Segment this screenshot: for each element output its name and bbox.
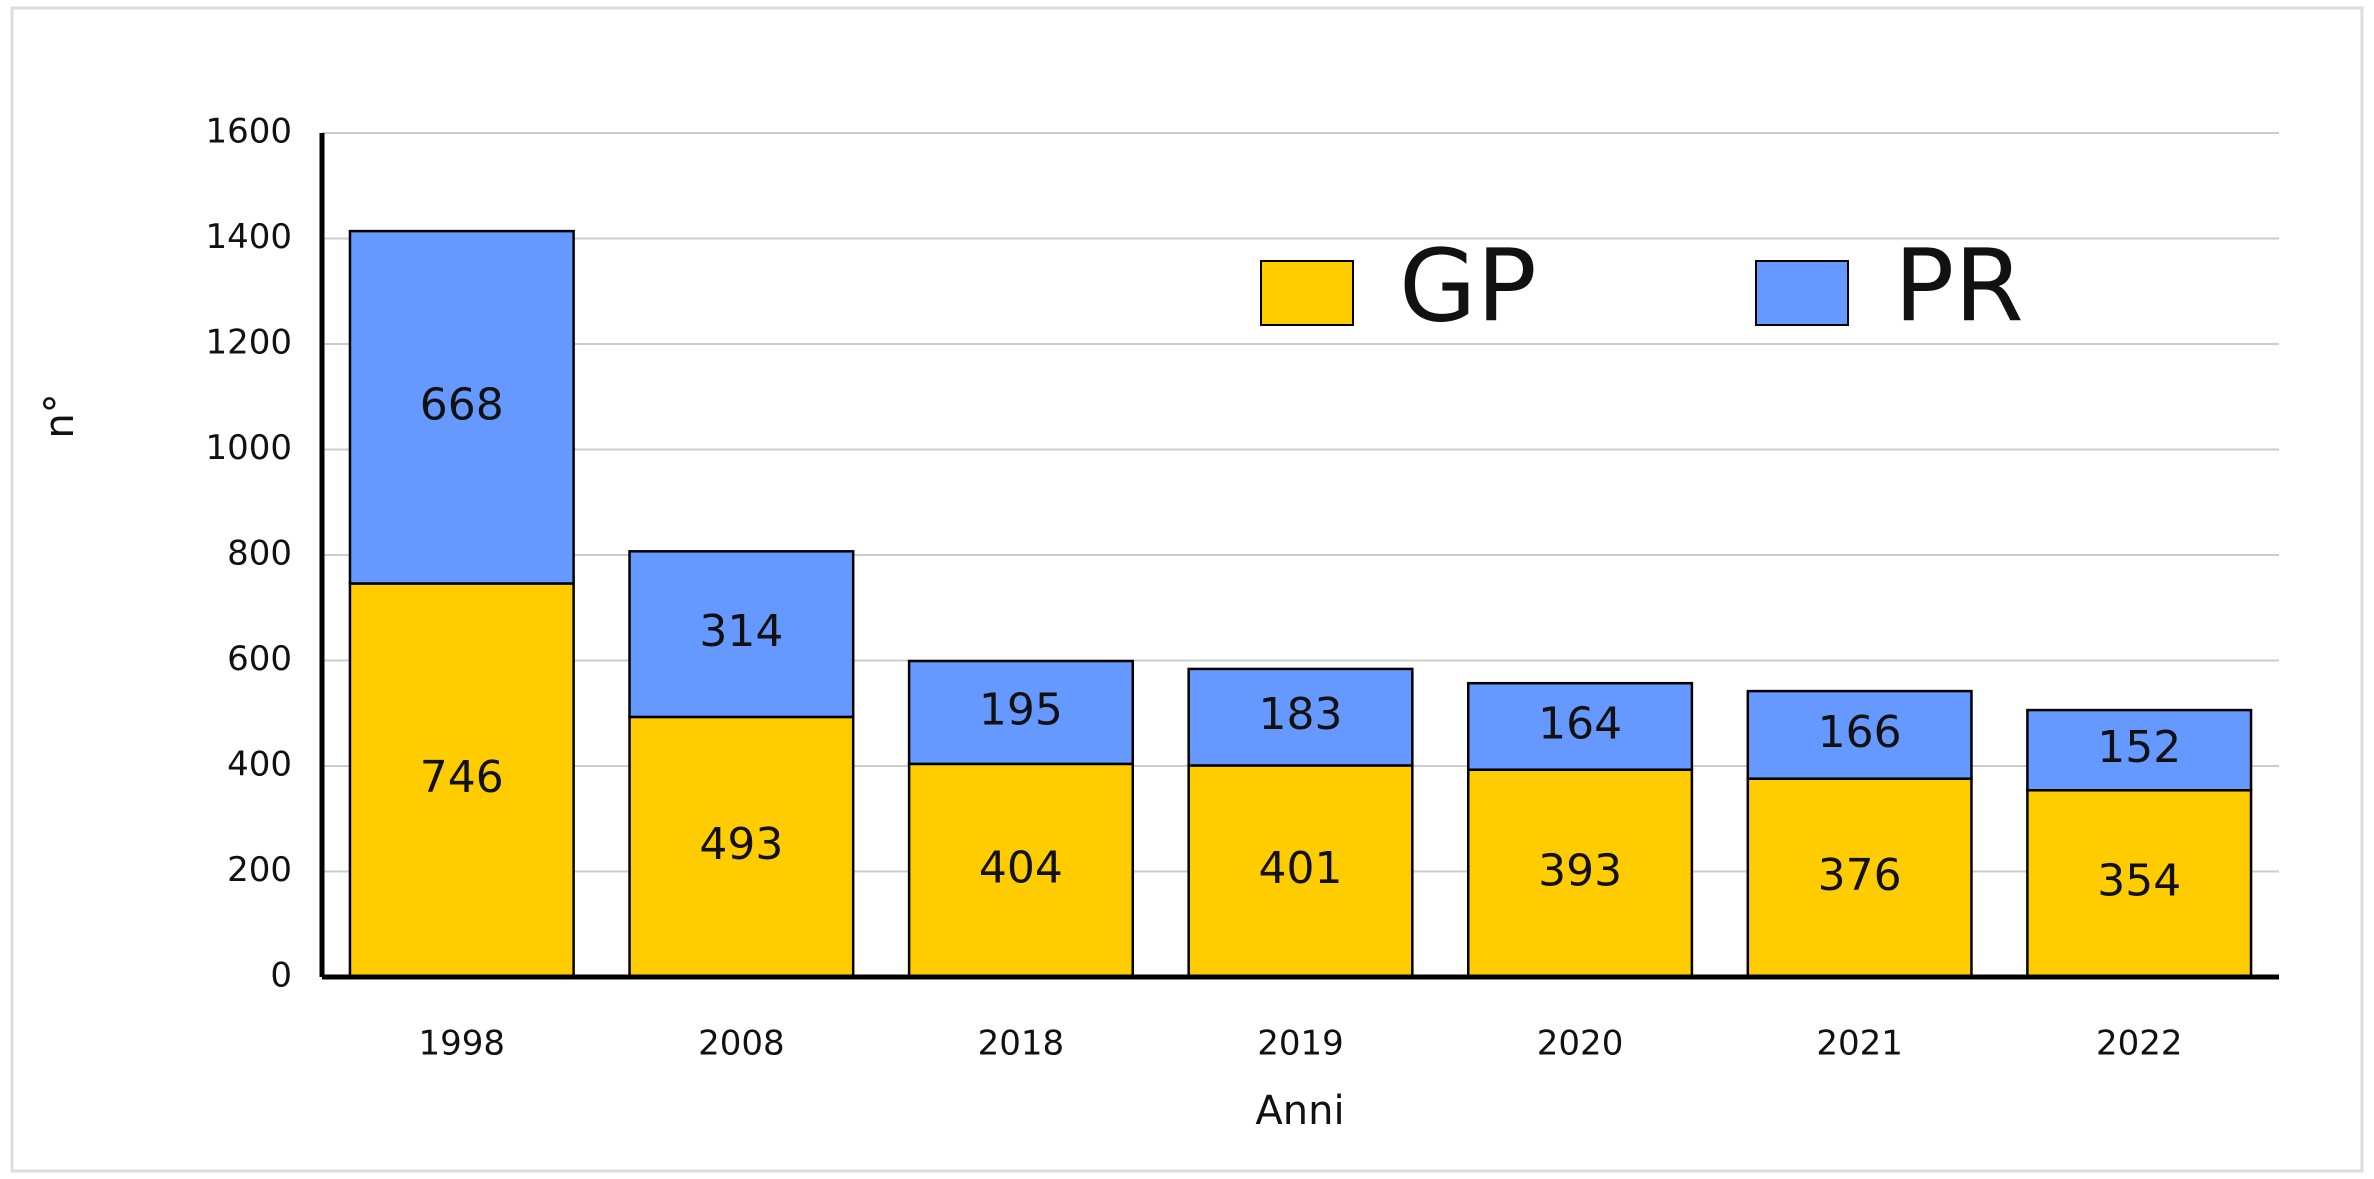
bar-segment	[1187, 667, 1414, 767]
y-tick-label: 1600	[205, 112, 292, 152]
y-tick-label: 200	[227, 850, 292, 890]
legend-swatch	[1755, 260, 1849, 326]
x-tick-label: 2021	[1816, 1024, 1903, 1064]
value-label: 152	[2097, 722, 2181, 773]
bar-segment	[1746, 689, 1973, 780]
y-tick-label: 0	[270, 956, 292, 996]
value-label: 746	[420, 752, 504, 803]
bar-segment	[1746, 777, 1973, 979]
value-label: 404	[979, 842, 1063, 893]
x-tick-label: 2018	[978, 1024, 1065, 1064]
bar-segment	[348, 229, 575, 585]
y-tick-label: 400	[227, 745, 292, 785]
y-tick-label: 800	[227, 534, 292, 574]
y-tick-label: 1400	[205, 217, 292, 257]
x-tick-label: 2008	[698, 1024, 785, 1064]
y-tick-label: 600	[227, 639, 292, 679]
bar-segment	[907, 659, 1135, 766]
value-label: 393	[1538, 845, 1622, 896]
legend-swatch	[1260, 260, 1354, 326]
bar-segment	[2026, 708, 2253, 792]
value-label: 354	[2097, 856, 2181, 907]
x-axis-title: Anni	[1255, 1088, 1344, 1134]
value-label: 195	[979, 684, 1063, 735]
value-label: 376	[1818, 850, 1902, 901]
y-axis-title: n°	[37, 393, 83, 438]
value-label: 401	[1259, 843, 1343, 894]
value-label: 164	[1538, 698, 1622, 749]
bar-segment	[907, 762, 1135, 979]
bar-segment	[1466, 768, 1694, 979]
x-tick-label: 1998	[419, 1024, 506, 1064]
value-label: 314	[699, 606, 783, 657]
bar-segment	[1187, 764, 1414, 979]
x-tick-label: 2019	[1257, 1024, 1344, 1064]
legend-label: GP	[1399, 227, 1537, 344]
legend-label: PR	[1894, 227, 2024, 344]
y-tick-label: 1000	[205, 428, 292, 468]
value-label: 166	[1818, 707, 1902, 758]
x-tick-label: 2022	[2096, 1024, 2183, 1064]
x-tick-label: 2020	[1537, 1024, 1624, 1064]
value-label: 493	[699, 819, 783, 870]
value-label: 668	[420, 379, 504, 430]
value-label: 183	[1259, 689, 1343, 740]
bar-segment	[1466, 681, 1694, 771]
y-tick-label: 1200	[205, 323, 292, 363]
bar-segment	[628, 550, 855, 719]
bar-segment	[2026, 789, 2253, 979]
